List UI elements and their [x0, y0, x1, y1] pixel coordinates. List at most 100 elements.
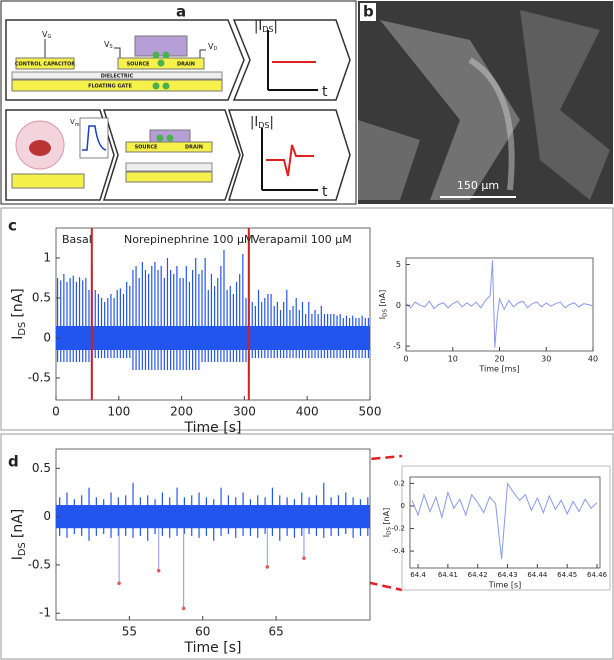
- x-tick-label: 64.43: [498, 571, 518, 579]
- panel-a: a VG CONTROL CAPACITOR VS VD SOURCE DRAI…: [0, 0, 357, 205]
- inset: [79, 117, 109, 159]
- y-tick-label: 0.5: [32, 291, 51, 305]
- y-axis-label-sub: DS: [382, 309, 388, 317]
- x-tick-label: 65: [268, 625, 283, 639]
- y-tick-label: -0.5: [28, 371, 51, 385]
- y-tick-label: -0.5: [28, 557, 51, 571]
- x-tick-label: 0: [52, 405, 60, 419]
- charge: [156, 134, 164, 142]
- x-tick-label: 10: [448, 355, 458, 364]
- channel: [125, 141, 213, 153]
- source-label: SOURCE: [135, 145, 158, 151]
- y-tick-label: 5: [396, 260, 401, 269]
- annotation: Verapamil 100 µM: [252, 233, 352, 246]
- event-marker: [302, 556, 306, 560]
- texture: [520, 10, 610, 200]
- y-tick-label: 0.2: [394, 479, 405, 487]
- annotation: Norepinephrine 100 µM: [124, 233, 254, 246]
- vm-label: Vm: [70, 118, 80, 128]
- y-tick-label: 1: [43, 251, 51, 265]
- signal-line: [405, 260, 594, 348]
- x-tick-label: 64.4: [410, 571, 426, 579]
- x-tick-label: 55: [122, 625, 137, 639]
- charge: [166, 134, 174, 142]
- x-tick-label: 64.41: [438, 571, 458, 579]
- y-axis-label: IDS [nA]: [378, 290, 388, 319]
- y-axis-label-unit: [nA]: [10, 509, 26, 538]
- floating-gate: [125, 171, 213, 183]
- plot-area: [409, 476, 601, 569]
- drain-label: DRAIN: [177, 62, 195, 68]
- y-axis-label-unit: [nA]: [378, 290, 387, 307]
- noise-band: [56, 326, 370, 350]
- y-axis-label: IDS [nA]: [10, 288, 28, 339]
- event-marker: [117, 581, 121, 586]
- x-tick-label: 64.46: [587, 571, 608, 579]
- y-tick-label: 0: [401, 502, 405, 510]
- ids-label: |IDS|: [254, 19, 278, 34]
- label-bg: [360, 3, 376, 21]
- t-label: t: [322, 184, 328, 200]
- y-axis-label-sub: DS: [17, 542, 28, 556]
- floating-gate: [11, 79, 223, 92]
- y-tick-label: -0.4: [391, 547, 405, 555]
- scale-bar-label: 150 µm: [457, 179, 499, 192]
- capacitor-label: CONTROL CAPACITOR: [15, 62, 75, 68]
- plot-area: [55, 227, 371, 401]
- x-axis-label: Time [ms]: [478, 365, 519, 374]
- texture: [358, 120, 420, 200]
- trace: [266, 144, 314, 177]
- y-axis-label: IDS [nA]: [10, 509, 28, 560]
- panel-label: b: [363, 3, 374, 21]
- panel-label: c: [8, 217, 17, 235]
- panel-frame: [0, 207, 614, 431]
- wire: [199, 49, 206, 58]
- y-tick-label: -1: [39, 606, 51, 620]
- x-tick-label: 40: [588, 355, 598, 364]
- y-tick-label: 0: [43, 509, 51, 523]
- y-tick-label: 0.5: [32, 461, 51, 475]
- y-axis-label-main: I: [378, 317, 387, 319]
- y-axis-label-unit: [nA]: [382, 508, 391, 525]
- panel-label: a: [176, 3, 186, 21]
- event-marker: [181, 606, 186, 611]
- charge: [152, 51, 160, 59]
- y-tick-label: 0: [43, 331, 51, 345]
- dielectric: [11, 71, 223, 80]
- source-label: SOURCE: [127, 62, 150, 68]
- y-axis-label-main: I: [10, 336, 26, 340]
- x-axis-label: Time [s]: [184, 640, 242, 656]
- vs-label: VS: [104, 40, 113, 50]
- y-axis-label-unit: [nA]: [10, 288, 26, 317]
- event-marker: [156, 568, 161, 573]
- signal-line: [411, 481, 598, 560]
- x-axis-label: Time [s]: [488, 581, 522, 590]
- chevron: [232, 19, 351, 101]
- drain-label: DRAIN: [185, 145, 203, 151]
- plot-area: [405, 257, 594, 352]
- gate: [134, 35, 188, 57]
- x-tick-label: 30: [541, 355, 551, 364]
- vg-label: VG: [42, 30, 51, 40]
- noise-band: [56, 505, 370, 529]
- t-label: t: [322, 84, 328, 100]
- x-axis-label: Time [s]: [184, 420, 242, 436]
- event-marker: [265, 565, 270, 569]
- texture: [468, 57, 515, 191]
- capacitor: [15, 57, 75, 70]
- panel-frame: [0, 433, 614, 660]
- x-tick-label: 64.42: [468, 571, 488, 579]
- y-axis-label-main: I: [382, 535, 391, 537]
- charge: [162, 82, 170, 90]
- x-tick-label: 400: [296, 405, 319, 419]
- x-tick-label: 0: [403, 355, 408, 364]
- x-tick-label: 20: [494, 355, 504, 364]
- panel-b: b 150 µm: [358, 1, 613, 204]
- chevron: [227, 109, 351, 201]
- x-tick-label: 200: [170, 405, 193, 419]
- x-tick-label: 64.44: [527, 571, 548, 579]
- vd-label: VD: [208, 42, 217, 52]
- chevron: [102, 109, 241, 201]
- floating-gate-label: FLOATING GATE: [88, 84, 132, 90]
